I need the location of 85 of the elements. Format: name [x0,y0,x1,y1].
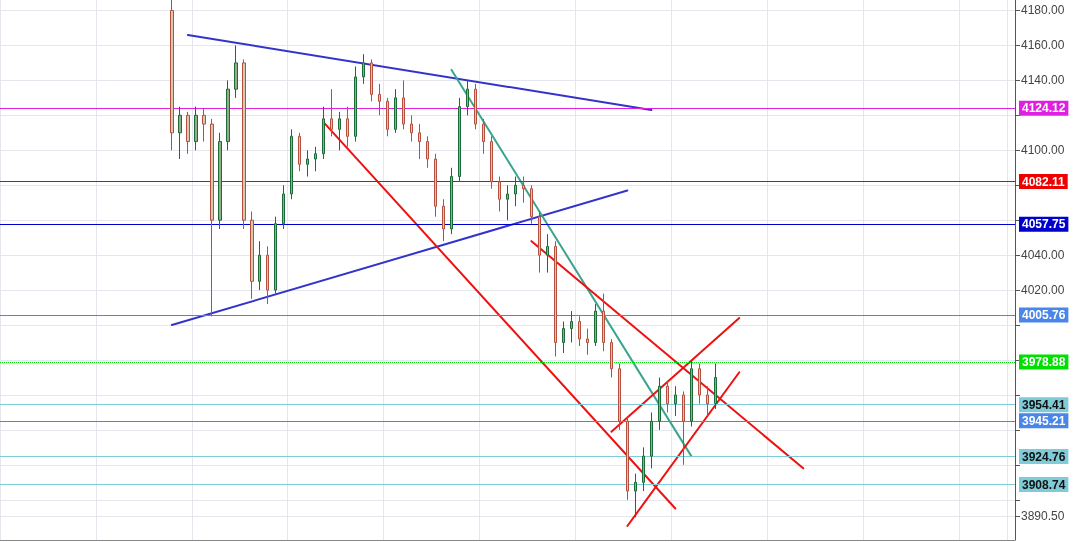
candlestick [466,79,469,116]
candlestick [378,83,381,116]
candlestick [258,240,261,291]
candlestick [426,135,429,169]
ref-line-label: 4005.76 [1022,307,1066,322]
candlestick [698,363,701,405]
candlestick [594,303,597,347]
candlestick [642,446,645,492]
candlestick [306,149,309,177]
y-tick-label: 4160.00 [1021,38,1065,53]
candlestick [682,390,685,466]
candlestick [418,123,421,160]
candlestick [362,53,365,85]
candlestick [346,106,349,148]
y-tick-label: 4020.00 [1021,283,1065,298]
ref-line-label: 3954.41 [1022,397,1066,412]
y-tick-label: 4140.00 [1021,73,1065,88]
y-tick-label: 4100.00 [1021,143,1065,158]
y-tick-label: 4040.00 [1021,248,1065,263]
ref-line-label: 3945.21 [1022,413,1066,428]
candlestick [202,107,206,143]
candlestick [658,376,661,431]
candlestick [298,132,301,172]
candlestick [618,363,621,431]
candlestick [554,240,557,357]
candlestick [434,153,437,218]
candlestick [546,233,549,274]
candlestick [178,106,182,160]
candlestick [442,198,445,242]
candlestick [530,184,533,225]
candlestick [474,83,477,130]
candlestick [506,184,509,221]
candlestick [610,338,613,378]
candlestick [354,65,357,143]
candlestick [514,176,517,207]
candlestick [322,106,325,160]
candlestick [330,88,333,137]
candlestick [674,385,677,417]
y-tick-label: 3890.50 [1021,509,1065,524]
candlestick [338,111,341,151]
candlestick [410,114,413,143]
candlestick [290,128,293,200]
candlestick [370,58,373,102]
candlestick [538,210,541,274]
candlestick [690,359,693,427]
candlestick [714,363,717,410]
candlestick [626,415,629,501]
candlestick [490,135,493,190]
candlestick [450,167,453,235]
candlestick [170,0,174,151]
y-tick-label: 4180.00 [1021,3,1065,18]
candlestick [234,44,238,99]
ref-line-label: 3924.76 [1022,449,1066,464]
candlestick [498,176,501,212]
ref-line-label: 4082.11 [1022,174,1066,189]
candlestick [522,176,525,204]
candlestick [282,184,285,230]
candlestick [314,146,317,172]
candlestick [250,210,254,300]
candlestick [578,315,581,347]
candlestick [482,118,485,155]
candlestick [706,385,709,417]
ref-line-label: 3908.74 [1022,477,1066,492]
candlestick [266,245,269,305]
ref-line-label: 4124.12 [1022,101,1066,116]
candlestick [394,88,397,134]
candlestick [194,106,198,151]
candlestick [386,97,389,137]
candlestick [562,321,565,354]
candlestick [666,380,669,413]
candlestick [226,79,230,151]
ref-line-label: 3978.88 [1022,354,1066,369]
candlestick [218,132,222,230]
candlestick [602,293,605,352]
candlestick [570,310,573,344]
candlestick [274,216,277,295]
candlestick [586,328,589,356]
candlestick [210,118,214,317]
candlestick [634,473,637,518]
candlestick [650,411,653,469]
ref-line-label: 4057.75 [1022,217,1066,232]
candlestick [402,79,405,130]
candlestick [458,97,461,183]
candlestick [242,58,246,230]
candlestick [186,111,190,155]
